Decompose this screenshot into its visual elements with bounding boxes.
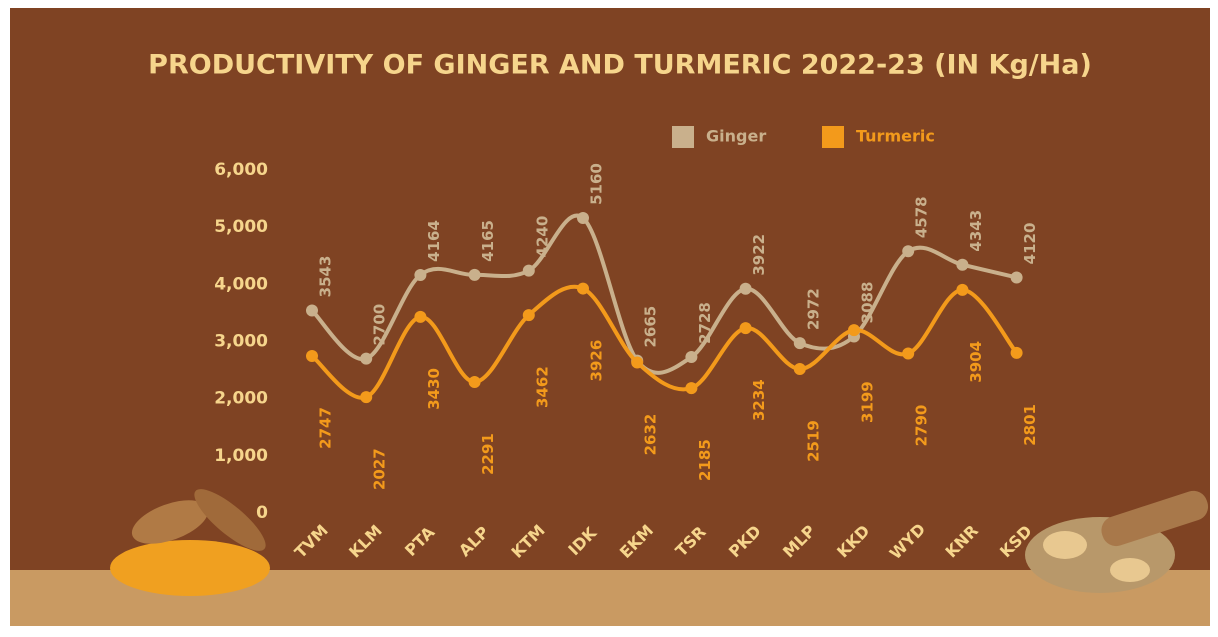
data-point	[685, 382, 698, 395]
data-label: 2665	[642, 306, 660, 348]
data-label: 3199	[859, 381, 877, 423]
data-point	[685, 351, 698, 364]
data-label: 4578	[913, 196, 931, 238]
data-label: 2700	[371, 304, 389, 346]
data-label: 3904	[967, 341, 985, 383]
data-label: 4240	[533, 216, 551, 258]
data-point	[902, 347, 915, 360]
data-label: 2291	[479, 433, 497, 475]
data-label: 3430	[425, 368, 443, 410]
legend-swatch	[672, 126, 694, 148]
data-label: 2790	[913, 405, 931, 447]
data-label: 3543	[317, 256, 335, 298]
data-point	[956, 258, 969, 271]
data-label: 3922	[750, 234, 768, 276]
data-label: 2728	[696, 302, 714, 344]
data-label: 2801	[1021, 404, 1039, 446]
data-label: 2632	[642, 414, 660, 456]
y-tick-label: 5,000	[214, 217, 268, 237]
data-label: 4164	[425, 220, 443, 262]
y-tick-label: 3,000	[214, 332, 268, 352]
data-point	[631, 356, 644, 369]
data-point	[739, 282, 752, 295]
y-tick-label: 1,000	[214, 446, 268, 466]
data-point	[739, 322, 752, 335]
data-point	[902, 245, 915, 258]
y-tick-label: 4,000	[214, 274, 268, 294]
data-label: 2185	[696, 439, 714, 481]
data-point	[414, 268, 427, 281]
data-point	[577, 212, 589, 225]
data-point	[956, 283, 969, 296]
legend-label: Turmeric	[856, 127, 935, 146]
data-point	[360, 391, 373, 404]
data-point	[848, 324, 860, 337]
data-label: 3926	[588, 340, 606, 382]
legend-label: Ginger	[706, 127, 766, 146]
data-label: 2519	[804, 420, 822, 462]
data-point	[1010, 346, 1023, 359]
data-label: 3088	[859, 282, 877, 324]
data-point	[577, 282, 589, 295]
data-label: 2747	[317, 407, 335, 449]
data-point	[414, 310, 427, 323]
data-point	[793, 362, 806, 375]
y-tick-label: 6,000	[214, 160, 268, 180]
data-label: 4343	[967, 210, 985, 252]
y-tick-label: 2,000	[214, 389, 268, 409]
data-point	[1010, 271, 1023, 284]
data-label: 2027	[371, 448, 389, 490]
chart-title: PRODUCTIVITY OF GINGER AND TURMERIC 2022…	[148, 50, 1092, 81]
data-point	[468, 268, 481, 281]
y-tick-label: 0	[256, 503, 268, 523]
data-point	[360, 352, 373, 365]
data-label: 3234	[750, 379, 768, 421]
data-point	[793, 337, 806, 350]
data-label: 4165	[479, 220, 497, 262]
data-label: 5160	[588, 163, 606, 205]
data-point	[468, 376, 481, 389]
data-point	[306, 304, 318, 317]
turmeric-decoration	[110, 489, 270, 596]
ginger-decoration	[1025, 490, 1209, 593]
data-point	[306, 349, 318, 362]
data-label: 3462	[533, 366, 551, 408]
data-label: 4120	[1021, 223, 1039, 265]
data-point	[522, 309, 535, 322]
data-point	[522, 264, 535, 277]
legend-swatch	[822, 126, 844, 148]
data-label: 2972	[804, 288, 822, 330]
